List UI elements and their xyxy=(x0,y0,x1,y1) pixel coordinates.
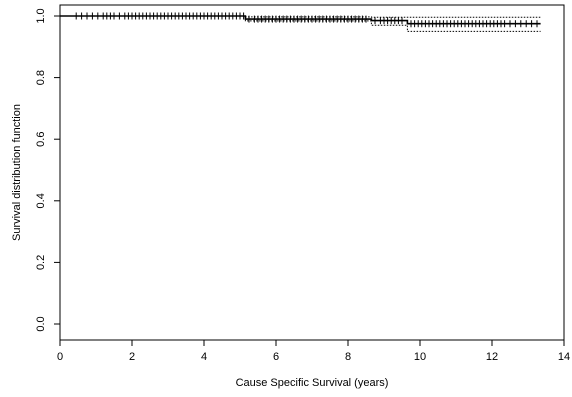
x-tick-label: 4 xyxy=(201,351,207,363)
y-tick-label: 0.8 xyxy=(35,70,47,85)
series-estimate xyxy=(60,15,541,25)
x-tick-label: 12 xyxy=(486,351,498,363)
x-tick-label: 14 xyxy=(558,351,570,363)
y-tick-label: 0.0 xyxy=(35,316,47,331)
series-upper-confidence-band xyxy=(60,15,541,18)
y-tick-label: 1.0 xyxy=(35,8,47,23)
x-tick-label: 0 xyxy=(57,351,63,363)
plot-frame xyxy=(59,4,565,341)
x-tick-label: 2 xyxy=(129,351,135,363)
y-axis-label: Survival distribution function xyxy=(11,104,23,241)
y-tick-label: 0.6 xyxy=(35,132,47,147)
x-tick-label: 8 xyxy=(345,351,351,363)
y-tick-label: 0.2 xyxy=(35,255,47,270)
x-tick-label: 10 xyxy=(414,351,426,363)
x-tick-label: 6 xyxy=(273,351,279,363)
y-tick-label: 0.4 xyxy=(35,193,47,208)
x-axis-label: Cause Specific Survival (years) xyxy=(236,377,389,389)
